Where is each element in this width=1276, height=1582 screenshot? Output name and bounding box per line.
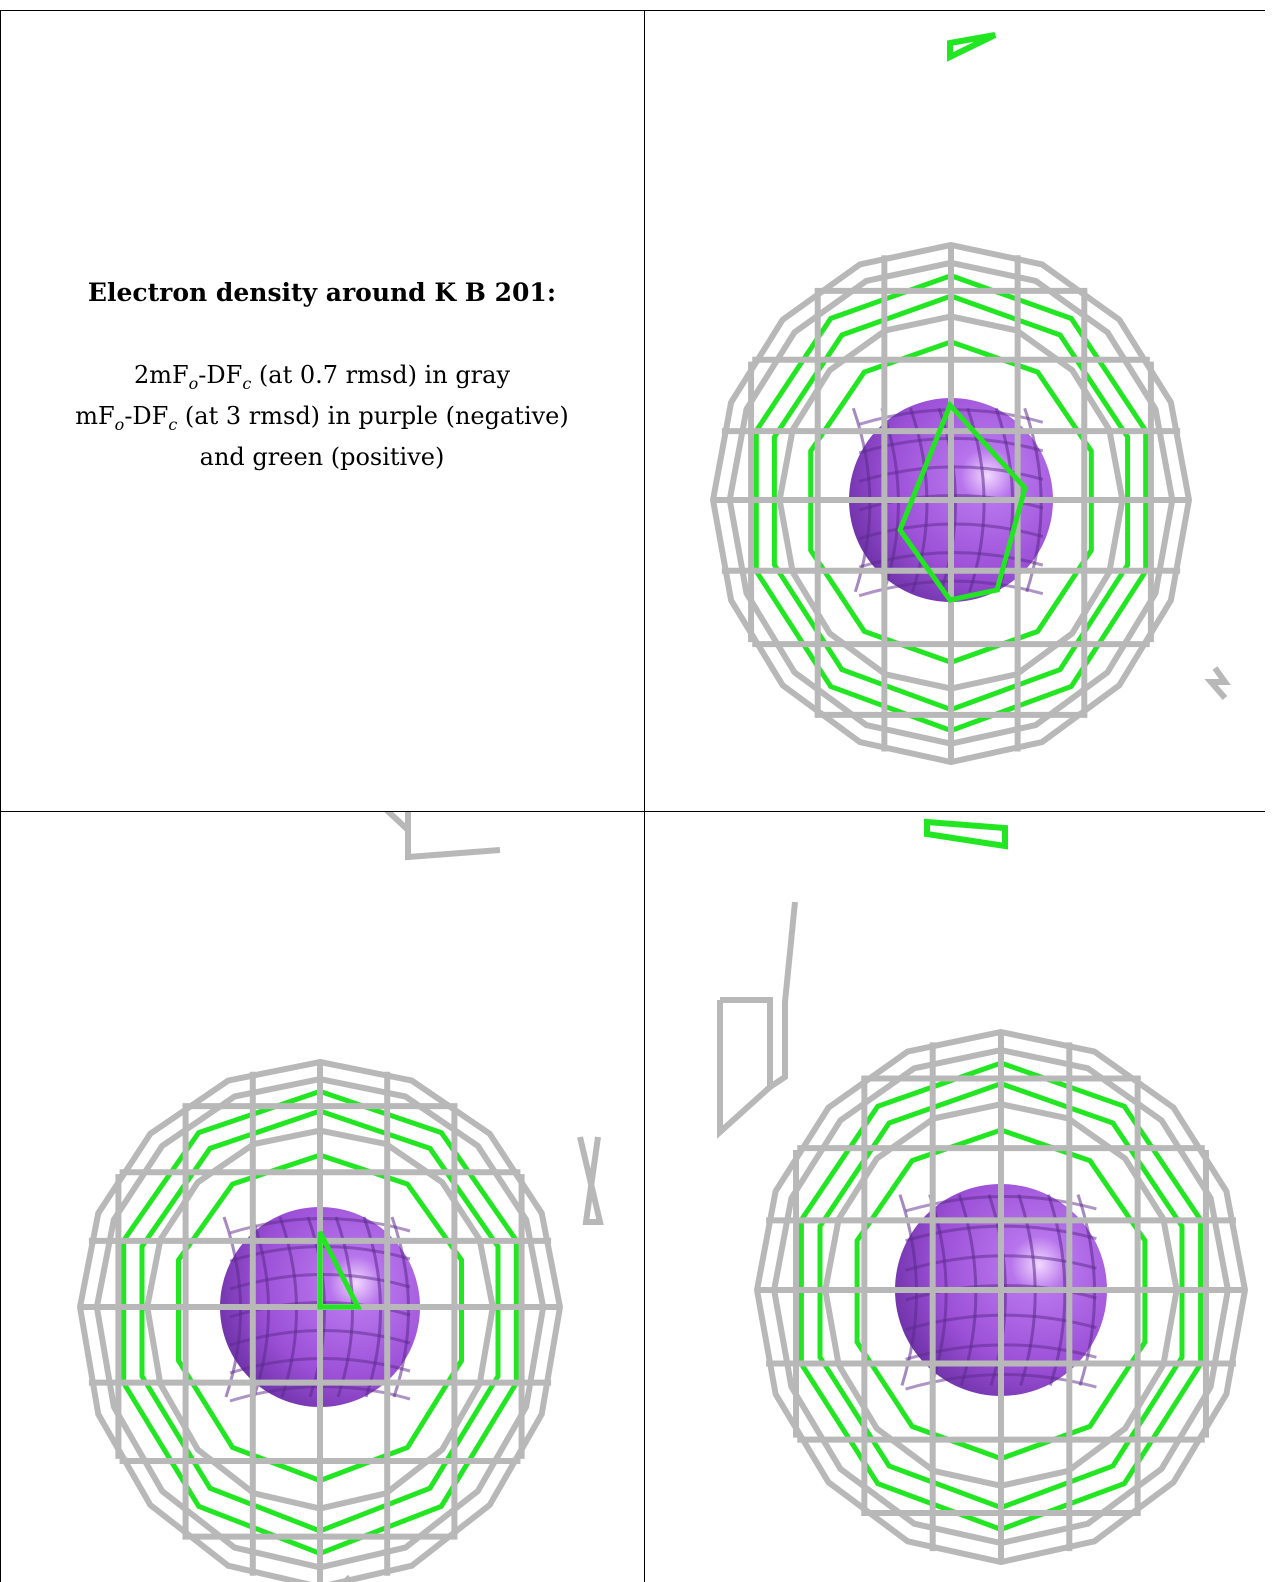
figure-grid: Electron density around K B 201: 2mFo-DF… xyxy=(0,10,1265,1582)
caption-line-gray: 2mFo-DFc (at 0.7 rmsd) in gray xyxy=(0,359,644,400)
density-view-bottom-left xyxy=(0,812,644,1582)
sub: o xyxy=(188,373,199,393)
green-mesh-fragment xyxy=(897,400,1028,603)
text: 2mF xyxy=(133,361,189,389)
density-cage xyxy=(709,241,1193,766)
gray-mesh-fragment xyxy=(405,812,501,861)
sub: c xyxy=(168,414,178,434)
density-render xyxy=(76,812,604,1582)
frame-left xyxy=(0,10,1,1582)
caption-line-diff: mFo-DFc (at 3 rmsd) in purple (negative) xyxy=(0,400,644,441)
gray-mesh-fragment xyxy=(342,1574,353,1582)
sub: c xyxy=(242,373,252,393)
frame-middle xyxy=(0,811,1265,812)
text: (at 3 rmsd) in purple (negative) xyxy=(177,401,569,430)
text: -DF xyxy=(124,401,169,430)
density-cage xyxy=(76,1058,564,1582)
frame-top xyxy=(0,10,1265,11)
text: (at 0.7 rmsd) in gray xyxy=(251,361,511,389)
caption-panel: Electron density around K B 201: 2mFo-DF… xyxy=(0,10,644,811)
density-render xyxy=(709,32,1231,766)
gray-mesh-fragment xyxy=(577,1136,604,1225)
caption-line-green: and green (positive) xyxy=(199,442,445,471)
gray-mesh-fragment xyxy=(1204,666,1231,700)
frame-center xyxy=(644,10,645,1582)
gray-mesh-fragment xyxy=(384,812,411,837)
caption: Electron density around K B 201: 2mFo-DF… xyxy=(0,278,644,474)
density-view-top-right xyxy=(645,10,1265,811)
density-render xyxy=(717,818,1249,1566)
gray-mesh-fragment xyxy=(768,901,798,1090)
gray-mesh-fragment xyxy=(717,997,773,1139)
text: -DF xyxy=(198,361,243,389)
text: mF xyxy=(75,401,115,430)
density-view-bottom-right xyxy=(645,812,1265,1582)
green-mesh-fragment xyxy=(924,818,1008,850)
green-mesh-fragment xyxy=(317,1230,363,1310)
density-cage xyxy=(753,1028,1249,1566)
sub: o xyxy=(114,414,125,434)
green-mesh-fragment xyxy=(947,32,997,62)
caption-title: Electron density around K B 201: xyxy=(87,278,557,307)
